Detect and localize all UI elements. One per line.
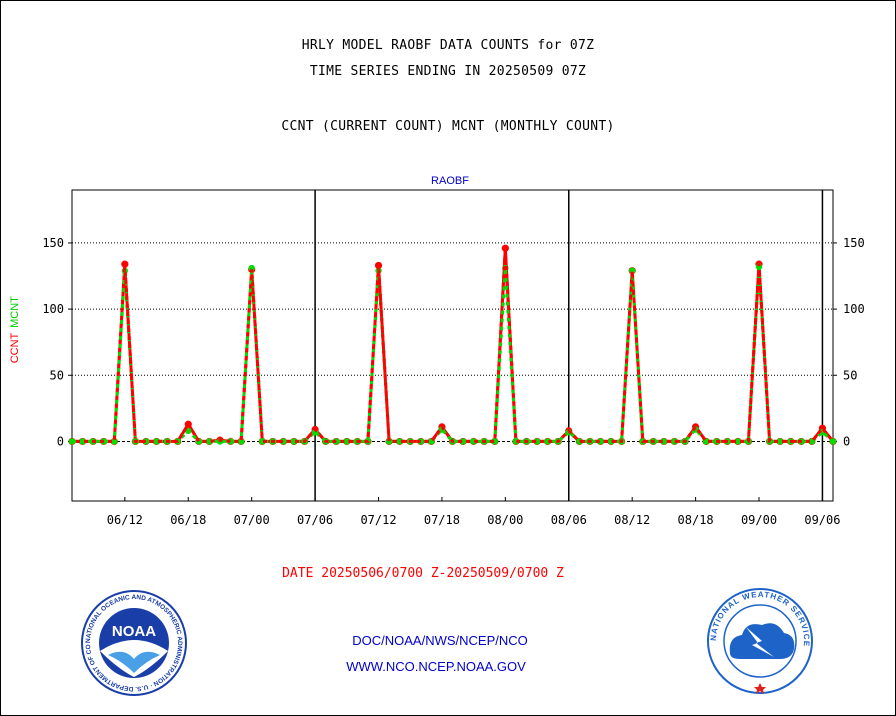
- chart-subtitle: TIME SERIES ENDING IN 20250509 07Z: [309, 64, 587, 79]
- grid-lines: [72, 190, 833, 501]
- data-point-mcnt: [544, 438, 551, 445]
- y-tick-label-left: 0: [57, 434, 64, 448]
- y-tick-label-right: 0: [843, 434, 850, 448]
- nws-logo: NATIONAL WEATHER SERVICE: [707, 588, 813, 694]
- chart-title: HRLY MODEL RAOBF DATA COUNTS for 07Z: [301, 38, 595, 53]
- x-tick-label: 08/06: [551, 513, 587, 527]
- data-point-mcnt: [385, 438, 393, 445]
- plot-area: [71, 189, 834, 502]
- data-point-mcnt: [396, 438, 403, 445]
- data-point-mcnt: [776, 438, 784, 445]
- data-point-mcnt: [68, 438, 76, 445]
- org-text: DOC/NOAA/NWS/NCEP/NCO: [352, 633, 528, 648]
- data-point-mcnt: [607, 438, 615, 445]
- y-tick-label-left: 50: [50, 368, 64, 382]
- data-point-mcnt: [79, 438, 86, 445]
- data-point-mcnt: [142, 438, 150, 445]
- series-line-ccnt: [72, 248, 835, 443]
- date-range: DATE 20250506/0700 Z-20250509/0700 Z: [282, 566, 564, 581]
- data-point-mcnt: [597, 438, 604, 445]
- data-point-mcnt: [491, 438, 498, 445]
- data-point-mcnt: [343, 438, 351, 445]
- y-tick-label-right: 100: [843, 302, 865, 316]
- data-point-mcnt: [671, 438, 678, 445]
- y-axis-label-mcnt: MCNT: [9, 296, 21, 328]
- data-point-ccnt: [121, 260, 129, 268]
- series-line-mcnt: [72, 266, 834, 443]
- data-point-mcnt: [259, 438, 266, 445]
- data-point-mcnt: [459, 438, 467, 445]
- data-point-mcnt: [533, 438, 541, 445]
- noaa-logo-text: NOAA: [112, 623, 156, 640]
- x-tick-label: 07/18: [424, 513, 460, 527]
- x-tick-label: 06/18: [170, 513, 206, 527]
- x-tick-label: 09/06: [804, 513, 840, 527]
- series-layer: [68, 244, 837, 446]
- noaa-logo: NATIONAL OCEANIC AND ATMOSPHERIC ADMINIS…: [80, 589, 187, 696]
- x-tick-label: 08/18: [678, 513, 714, 527]
- data-point-mcnt: [512, 438, 520, 445]
- data-point-mcnt: [280, 438, 287, 445]
- data-point-mcnt: [576, 438, 583, 445]
- data-point-mcnt: [470, 438, 477, 445]
- y-tick-label-left: 100: [42, 302, 64, 316]
- y-tick-label-left: 150: [42, 236, 64, 250]
- data-point-mcnt: [755, 263, 763, 270]
- data-point-mcnt: [248, 264, 255, 272]
- series-description: CCNT (CURRENT COUNT) MCNT (MONTHLY COUNT…: [281, 119, 615, 134]
- data-point-mcnt: [829, 438, 837, 445]
- x-tick-label: 09/00: [741, 513, 777, 527]
- data-point-mcnt: [734, 438, 742, 445]
- axes: 0 0 50 50 100 100 150 150 06/12 06/18 07/00 07/06 07…: [42, 236, 864, 527]
- x-tick-label: 07/06: [297, 513, 333, 527]
- x-tick-label: 07/00: [234, 513, 270, 527]
- plot-label: RAOBF: [431, 175, 469, 187]
- x-tick-label: 07/12: [360, 513, 396, 527]
- x-tick-label: 06/12: [107, 513, 143, 527]
- data-point-mcnt: [111, 438, 118, 445]
- data-point-mcnt: [660, 438, 668, 445]
- data-point-ccnt: [501, 244, 509, 252]
- y-tick-label-right: 50: [843, 368, 857, 382]
- y-tick-label-right: 150: [843, 236, 865, 250]
- data-point-mcnt: [628, 267, 636, 274]
- series-line-ccnt-overlay: [72, 248, 835, 443]
- data-point-mcnt: [153, 438, 160, 445]
- x-tick-label: 08/12: [614, 513, 650, 527]
- y-axis-label-ccnt: CCNT: [9, 332, 21, 363]
- data-point-mcnt: [237, 438, 245, 445]
- data-point-mcnt: [290, 438, 298, 445]
- x-tick-label: 08/00: [487, 513, 523, 527]
- org-url[interactable]: WWW.NCO.NCEP.NOAA.GOV: [346, 659, 526, 674]
